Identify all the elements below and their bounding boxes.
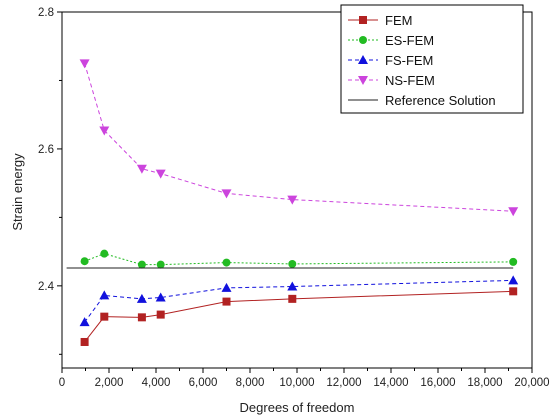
x-tick-label: 8,000 bbox=[236, 377, 265, 389]
data-point bbox=[156, 310, 165, 319]
data-point bbox=[99, 126, 110, 136]
legend-marker bbox=[359, 16, 367, 24]
x-tick-label: 0 bbox=[59, 377, 65, 389]
data-point bbox=[287, 281, 298, 291]
legend-marker bbox=[358, 55, 368, 64]
data-point bbox=[80, 257, 89, 266]
x-tick-label: 16,000 bbox=[420, 377, 455, 389]
legend-marker bbox=[359, 36, 367, 44]
data-point bbox=[222, 297, 231, 306]
series-fem bbox=[80, 287, 518, 346]
x-axis-title: Degrees of freedom bbox=[240, 400, 355, 415]
x-tick-label: 2,000 bbox=[95, 377, 124, 389]
data-point bbox=[509, 287, 518, 296]
legend-box bbox=[340, 4, 524, 114]
x-tick-label: 20,000 bbox=[514, 377, 549, 389]
data-point bbox=[79, 317, 90, 327]
legend-entry: FS-FEM bbox=[348, 53, 433, 68]
data-point bbox=[136, 293, 147, 303]
data-point bbox=[136, 164, 147, 174]
series-es-fem bbox=[80, 249, 518, 269]
axes: 0 2,000 4,000 6,000 8,000 10,000 12,000 14,000 1… bbox=[38, 7, 550, 389]
x-tick-label: 6,000 bbox=[189, 377, 218, 389]
data-point bbox=[509, 257, 518, 266]
legend-marker bbox=[358, 76, 368, 85]
data-point bbox=[100, 249, 109, 258]
x-tick-label: 18,000 bbox=[467, 377, 502, 389]
series-ns-fem bbox=[79, 59, 519, 217]
legend-entry: NS-FEM bbox=[348, 73, 435, 88]
data-point bbox=[155, 292, 166, 302]
data-point bbox=[288, 259, 297, 268]
data-point bbox=[288, 294, 297, 303]
legend-label: ES-FEM bbox=[385, 33, 434, 48]
data-point bbox=[155, 169, 166, 179]
legend-label: FEM bbox=[385, 13, 412, 28]
data-point bbox=[221, 189, 232, 199]
y-axis-title: Strain energy bbox=[10, 153, 25, 231]
data-point bbox=[79, 59, 90, 69]
y-tick-label: 2.8 bbox=[38, 7, 54, 19]
legend-label: FS-FEM bbox=[385, 53, 433, 68]
data-point bbox=[287, 195, 298, 205]
data-point bbox=[99, 290, 110, 300]
x-tick-label: 4,000 bbox=[142, 377, 171, 389]
legend-entry: Reference Solution bbox=[348, 93, 496, 108]
data-point bbox=[100, 312, 109, 321]
x-tick-label: 14,000 bbox=[373, 377, 408, 389]
data-point bbox=[222, 258, 231, 267]
legend: FEM ES-FEM FS-FEM NS-FEM Reference Solution bbox=[340, 4, 524, 114]
data-point bbox=[508, 207, 519, 217]
x-tick-label: 10,000 bbox=[279, 377, 314, 389]
plot-area bbox=[66, 59, 519, 346]
data-point bbox=[137, 260, 146, 269]
y-tick-label: 2.6 bbox=[38, 144, 54, 156]
legend-label: NS-FEM bbox=[385, 73, 435, 88]
series-fs-fem bbox=[79, 275, 519, 327]
data-point bbox=[508, 275, 519, 285]
legend-entry: FEM bbox=[348, 13, 412, 28]
data-point bbox=[80, 337, 89, 346]
data-point bbox=[137, 313, 146, 322]
data-point bbox=[156, 260, 165, 269]
x-tick-label: 12,000 bbox=[326, 377, 361, 389]
legend-label: Reference Solution bbox=[385, 93, 496, 108]
y-tick-label: 2.4 bbox=[38, 281, 55, 293]
legend-entry: ES-FEM bbox=[348, 33, 434, 48]
data-point bbox=[221, 282, 232, 292]
